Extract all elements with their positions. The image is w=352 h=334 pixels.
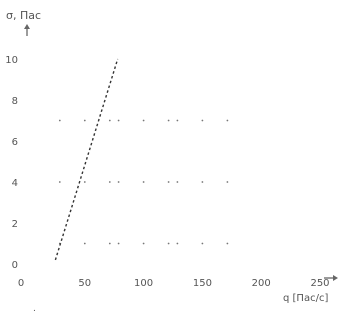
x-tick-label: 150 xyxy=(193,278,212,289)
grid-dot xyxy=(226,119,229,122)
grid-dot xyxy=(142,242,145,245)
x-tick-label: 200 xyxy=(252,278,271,289)
y-tick-label: 0 xyxy=(12,260,18,271)
grid-dot xyxy=(167,242,170,245)
x-axis-label: q [Пас/с] xyxy=(283,293,328,304)
x-tick-label: 50 xyxy=(78,278,91,289)
grid-dot xyxy=(108,181,111,183)
grid-dot xyxy=(167,119,170,122)
x-tick-label: 0 xyxy=(18,278,24,289)
grid-dot xyxy=(176,242,179,245)
x-tick-label: 100 xyxy=(134,278,153,289)
grid-dot xyxy=(142,181,145,183)
grid-dot xyxy=(176,119,179,122)
stray-mark: . xyxy=(33,304,36,314)
grid-dot xyxy=(201,119,204,122)
grid-dot xyxy=(83,181,86,183)
grid-dot xyxy=(108,242,111,245)
y-axis-label-text: σ, Пас xyxy=(6,9,41,22)
grid-dot xyxy=(226,181,229,183)
y-tick-label: 8 xyxy=(12,96,18,107)
grid-dot xyxy=(117,181,120,183)
grid-dots xyxy=(58,119,229,245)
grid-dot xyxy=(83,119,86,122)
y-axis-label: σ, Пас xyxy=(6,9,41,22)
y-axis-arrow xyxy=(24,24,30,36)
grid-dot xyxy=(167,181,170,183)
grid-dot xyxy=(201,181,204,183)
series-group xyxy=(54,58,119,261)
series-line xyxy=(54,58,119,261)
y-tick-label: 2 xyxy=(12,219,18,230)
grid-dot xyxy=(117,242,120,245)
grid-dot xyxy=(108,119,111,122)
grid-dot xyxy=(142,119,145,122)
grid-dot xyxy=(58,119,61,122)
y-tick-label: 4 xyxy=(12,178,18,189)
grid-dot xyxy=(176,181,179,183)
y-tick-label: 10 xyxy=(5,55,18,66)
y-tick-label: 6 xyxy=(12,137,18,148)
x-axis-arrow xyxy=(324,275,338,281)
grid-dot xyxy=(58,181,61,183)
grid-dot xyxy=(117,119,120,122)
x-axis-label-text: q [Пас/с] xyxy=(283,293,328,304)
grid-dot xyxy=(226,242,229,245)
grid-dot xyxy=(83,242,86,245)
grid-dot xyxy=(201,242,204,245)
x-tick-label: 250 xyxy=(310,278,329,289)
